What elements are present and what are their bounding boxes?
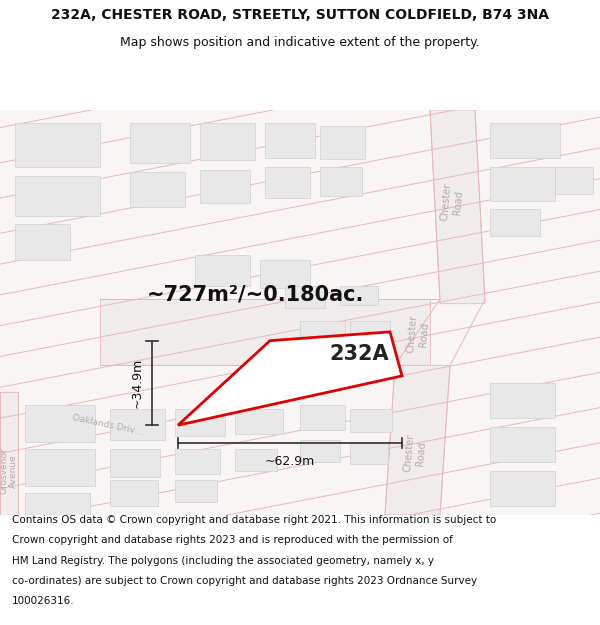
Bar xyxy=(265,123,315,158)
Text: 100026316.: 100026316. xyxy=(12,596,74,606)
Bar xyxy=(15,224,70,259)
Bar xyxy=(110,480,158,506)
Bar xyxy=(25,449,95,486)
Bar xyxy=(490,471,555,506)
Bar xyxy=(235,449,277,471)
Bar xyxy=(175,409,225,436)
Bar xyxy=(490,123,560,158)
Text: ~727m²/~0.180ac.: ~727m²/~0.180ac. xyxy=(146,285,364,305)
Bar xyxy=(350,409,392,432)
Bar xyxy=(110,449,160,477)
Bar xyxy=(490,427,555,462)
Text: ~62.9m: ~62.9m xyxy=(265,455,315,468)
Bar xyxy=(130,172,185,207)
Text: Map shows position and indicative extent of the property.: Map shows position and indicative extent… xyxy=(120,36,480,49)
Polygon shape xyxy=(430,110,485,304)
Bar xyxy=(25,405,95,442)
Bar xyxy=(175,480,217,502)
Text: 232A: 232A xyxy=(329,344,389,364)
Bar xyxy=(490,209,540,236)
Bar xyxy=(320,168,362,196)
Bar xyxy=(285,286,325,308)
Polygon shape xyxy=(0,392,18,515)
Bar xyxy=(175,449,220,474)
Polygon shape xyxy=(178,332,402,425)
Bar xyxy=(200,123,255,160)
Bar xyxy=(300,440,340,462)
Text: 232A, CHESTER ROAD, STREETLY, SUTTON COLDFIELD, B74 3NA: 232A, CHESTER ROAD, STREETLY, SUTTON COL… xyxy=(51,8,549,22)
Bar xyxy=(555,168,593,194)
Bar xyxy=(490,168,555,201)
Text: Grosvenor
Avenue: Grosvenor Avenue xyxy=(0,448,19,494)
Bar xyxy=(350,321,390,346)
Bar xyxy=(235,409,283,434)
Text: Chester
Road: Chester Road xyxy=(403,434,427,473)
Polygon shape xyxy=(385,366,450,515)
Polygon shape xyxy=(100,299,430,366)
Text: ~34.9m: ~34.9m xyxy=(131,357,144,408)
Bar xyxy=(15,123,100,168)
Text: Oaklands Driv…: Oaklands Driv… xyxy=(71,413,145,437)
Bar xyxy=(350,442,388,464)
Bar xyxy=(490,383,555,418)
Bar xyxy=(340,286,378,306)
Text: Chester
Road: Chester Road xyxy=(440,182,464,222)
Text: Contains OS data © Crown copyright and database right 2021. This information is : Contains OS data © Crown copyright and d… xyxy=(12,515,496,525)
Bar xyxy=(25,493,90,515)
Bar xyxy=(300,321,345,348)
Bar xyxy=(200,170,250,203)
Bar xyxy=(15,176,100,216)
Text: HM Land Registry. The polygons (including the associated geometry, namely x, y: HM Land Registry. The polygons (includin… xyxy=(12,556,434,566)
Bar xyxy=(130,123,190,163)
Bar xyxy=(260,259,310,288)
Bar xyxy=(195,255,250,286)
Bar xyxy=(110,409,165,440)
Text: Crown copyright and database rights 2023 and is reproduced with the permission o: Crown copyright and database rights 2023… xyxy=(12,535,453,545)
Text: co-ordinates) are subject to Crown copyright and database rights 2023 Ordnance S: co-ordinates) are subject to Crown copyr… xyxy=(12,576,477,586)
Bar xyxy=(320,126,365,159)
Text: Chester
Road: Chester Road xyxy=(406,314,430,354)
Text: Oaklands Drive: Oaklands Drive xyxy=(268,355,343,381)
Bar xyxy=(300,405,345,429)
Bar xyxy=(265,168,310,198)
